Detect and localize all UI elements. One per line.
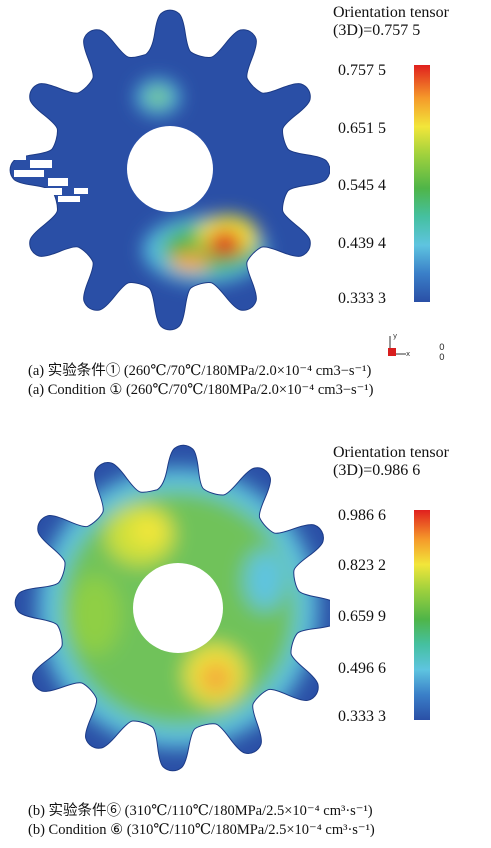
legend-title-b: Orientation tensor (3D)=0.986 6 xyxy=(333,444,449,480)
tick-label: 0.439 4 xyxy=(338,235,386,252)
tick-label: 0.333 3 xyxy=(338,708,386,725)
panel-b: Orientation tensor (3D)=0.986 6 0.986 6 … xyxy=(0,440,491,848)
gear-contour-plot-a xyxy=(8,9,330,331)
tick-label: 0.333 3 xyxy=(338,290,386,307)
tick-label: 0.823 2 xyxy=(338,557,386,574)
legend-title-line2: (3D)=0.986 6 xyxy=(333,462,421,479)
caption-cn-b: (b) 实验条件⑥ (310℃/110℃/180MPa/2.5×10⁻⁴ cm³… xyxy=(28,803,373,819)
legend-title-line1: Orientation tensor xyxy=(333,444,449,461)
axis-label-x: x xyxy=(406,350,410,358)
tick-label: 0.659 9 xyxy=(338,608,386,625)
caption-cn-a: (a) 实验条件① (260℃/70℃/180MPa/2.0×10⁻⁴ cm3−… xyxy=(28,363,372,379)
axis-label-y: y xyxy=(393,332,397,340)
tick-label: 0.986 6 xyxy=(338,507,386,524)
panel-a: Orientation tensor (3D)=0.757 5 0.757 5 … xyxy=(0,0,491,400)
legend-title-line1: Orientation tensor xyxy=(333,4,449,21)
gear-bore-b xyxy=(133,563,223,653)
tick-label: 0.545 4 xyxy=(338,177,386,194)
colorbar-a xyxy=(414,65,430,302)
legend-title-line2: (3D)=0.757 5 xyxy=(333,22,421,39)
gear-contour-plot-b xyxy=(14,444,330,772)
axis-zero: 0 xyxy=(439,353,445,363)
colorbar-b xyxy=(414,510,430,720)
gear-bore-a xyxy=(127,126,213,212)
tick-label: 0.496 6 xyxy=(338,660,386,677)
axis-triad-icon: y x 0 0 xyxy=(388,332,445,363)
tick-label: 0.757 5 xyxy=(338,62,386,79)
legend-title-a: Orientation tensor (3D)=0.757 5 xyxy=(333,4,449,40)
caption-en-b: (b) Condition ⑥ (310℃/110℃/180MPa/2.5×10… xyxy=(28,822,375,838)
tick-label: 0.651 5 xyxy=(338,120,386,137)
caption-en-a: (a) Condition ① (260℃/70℃/180MPa/2.0×10⁻… xyxy=(28,382,374,398)
axis-zero: 0 xyxy=(439,343,445,353)
